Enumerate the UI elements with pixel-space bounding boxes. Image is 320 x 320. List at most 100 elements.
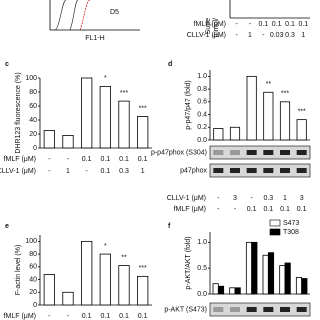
y-tick-label: 0 <box>33 302 37 309</box>
y-tick-label: 0.0 <box>197 137 207 144</box>
histogram-curve <box>54 0 79 31</box>
bar <box>263 91 274 141</box>
bar <box>43 130 55 149</box>
row-value: 1 <box>283 195 287 202</box>
row-value: 0.03 <box>270 32 284 39</box>
row-value: 0.1 <box>82 313 92 320</box>
blot-band <box>246 168 257 173</box>
y-tick-label: 20 <box>29 131 37 138</box>
y-tick-label: 0 <box>33 145 37 152</box>
blot-band <box>296 168 307 173</box>
annotation: FL1-H <box>85 35 104 42</box>
blot-band <box>213 150 224 155</box>
row-value: 1 <box>66 168 70 175</box>
row-value: - <box>67 313 70 320</box>
significance: ** <box>121 254 127 261</box>
row-value: - <box>250 195 253 202</box>
y-tick-label: 0.6 <box>197 99 207 106</box>
y-tick-label: 80 <box>29 251 37 258</box>
row-label: CLLV-1 (μM) <box>187 32 226 39</box>
blot-band <box>296 150 307 155</box>
row-value: 0.1 <box>297 206 307 213</box>
legend-swatch <box>269 228 281 236</box>
row-value: 3 <box>300 195 304 202</box>
row-value: - <box>48 313 51 320</box>
bar <box>99 86 111 149</box>
bar <box>137 116 149 149</box>
blot-band <box>280 150 290 155</box>
bar <box>81 240 93 306</box>
row-value: 0.1 <box>138 313 148 320</box>
bar <box>279 265 286 295</box>
blot <box>209 145 311 160</box>
blot-label: p-AKT (S473) <box>164 306 207 313</box>
significance: *** <box>139 265 147 272</box>
row-value: 0.1 <box>298 21 308 28</box>
blot-label: p-p47phox (S304) <box>151 149 207 156</box>
y-tick-label: 1.0 <box>197 239 207 246</box>
row-value: 0.3 <box>285 32 295 39</box>
y-tick-label: 0.8 <box>197 86 207 93</box>
blot <box>209 302 311 317</box>
row-value: 1 <box>301 32 305 39</box>
row-value: - <box>67 156 70 163</box>
legend-label: S473 <box>283 220 299 227</box>
row-label: fMLF (μM) <box>174 206 206 213</box>
row-value: 0.1 <box>82 156 92 163</box>
bar <box>301 278 308 295</box>
row-value: 0.1 <box>100 313 110 320</box>
y-axis-label: DHR123 fluorescence (%) <box>15 72 22 153</box>
blot-band <box>213 307 224 312</box>
significance: ** <box>266 81 272 88</box>
bar <box>62 134 74 149</box>
row-label: CLLV-1 (μM) <box>167 195 206 202</box>
significance: *** <box>281 91 289 98</box>
row-value: 0.3 <box>263 195 273 202</box>
significance: *** <box>139 105 147 112</box>
bar <box>246 75 257 141</box>
significance: *** <box>298 108 306 115</box>
bar <box>217 285 225 295</box>
row-value: - <box>262 32 265 39</box>
bar <box>137 275 149 306</box>
blot-band <box>296 307 307 312</box>
blot-band <box>246 307 257 312</box>
bar <box>213 128 224 141</box>
bar <box>234 287 241 295</box>
y-tick-label: 1.0 <box>197 73 207 80</box>
bar <box>295 277 303 295</box>
blot-band <box>280 307 290 312</box>
bar <box>62 291 74 306</box>
row-value: 0.1 <box>100 156 110 163</box>
flow-plot <box>49 0 140 31</box>
y-axis-label: p-AKT/AKT (fold) <box>185 236 192 289</box>
bar <box>118 265 130 306</box>
bar <box>267 252 275 295</box>
row-value: - <box>85 168 88 175</box>
blot-band <box>246 150 257 155</box>
row-label: fMLF (μM) <box>4 313 36 320</box>
y-axis-label: (nmol/ <box>213 18 220 38</box>
row-value: 0.1 <box>138 156 148 163</box>
row-value: - <box>48 168 51 175</box>
histogram-curve <box>79 0 91 31</box>
y-tick-label: 20 <box>29 289 37 296</box>
row-value: 0.1 <box>247 206 257 213</box>
annotation: D5 <box>110 9 119 16</box>
y-tick-label: 0.5 <box>197 265 207 272</box>
blot-band <box>213 168 224 173</box>
y-tick-label: 100 <box>25 75 37 82</box>
row-value: 0.1 <box>119 156 129 163</box>
bar <box>81 77 93 149</box>
bar <box>245 241 253 295</box>
row-label: CLLV-1 (μM) <box>0 168 36 175</box>
row-value: 0.1 <box>280 206 290 213</box>
panel-letter: e <box>5 223 9 230</box>
y-tick-label: 60 <box>29 264 37 271</box>
blot-band <box>263 307 274 312</box>
row-value: 3 <box>233 195 237 202</box>
row-label: fMLF (μM) <box>4 156 36 163</box>
y-tick-label: 40 <box>29 276 37 283</box>
row-value: - <box>234 206 237 213</box>
row-value: 1 <box>141 168 145 175</box>
